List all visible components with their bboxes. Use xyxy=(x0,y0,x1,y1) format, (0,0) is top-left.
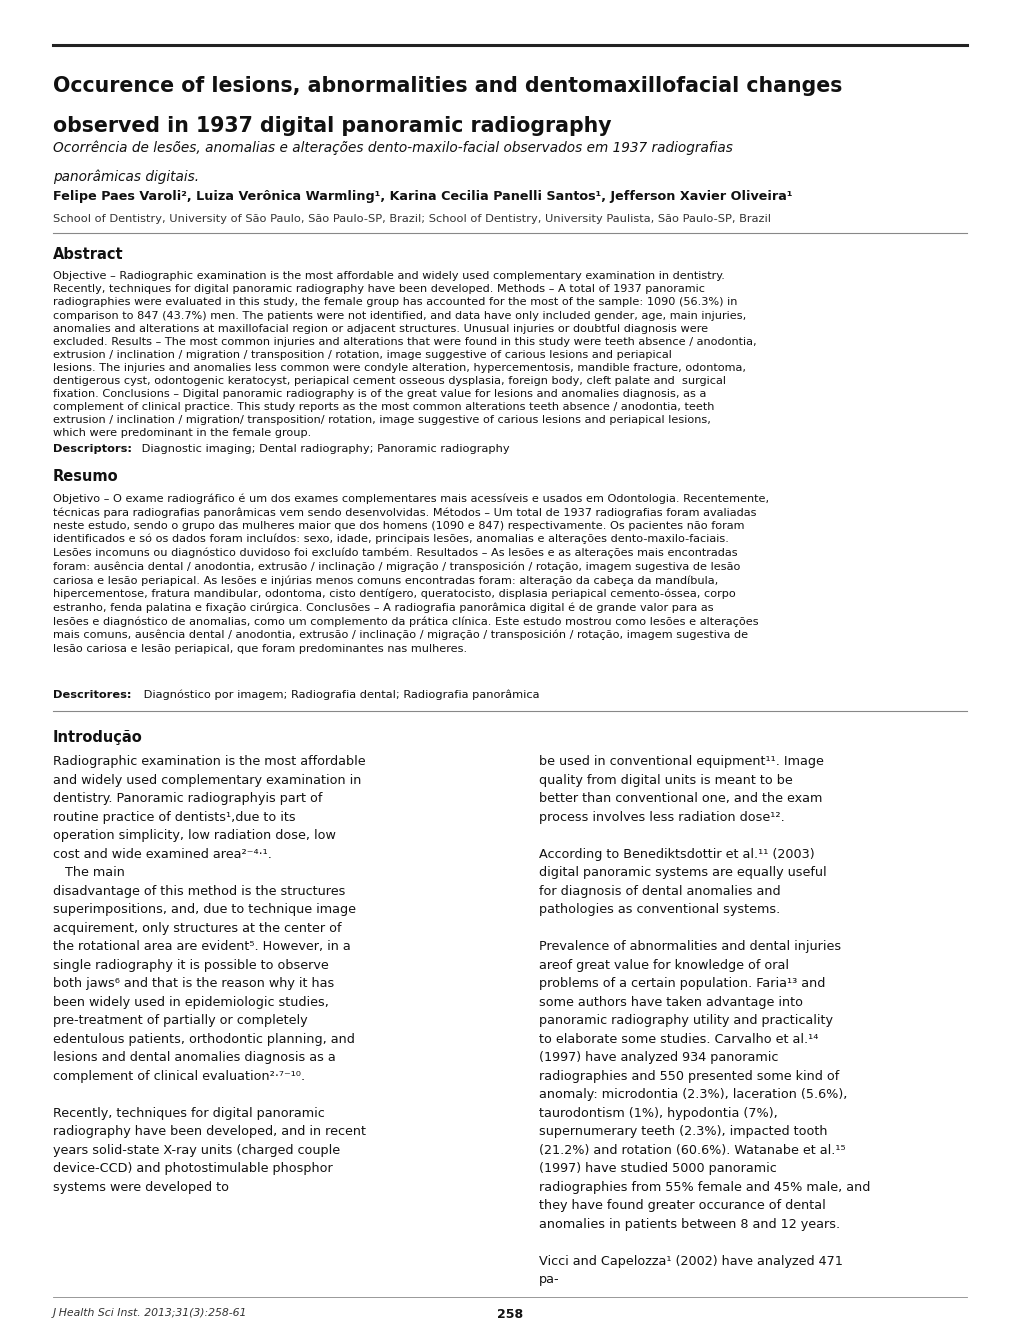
Text: Occurence of lesions, abnormalities and dentomaxillofacial changes: Occurence of lesions, abnormalities and … xyxy=(53,76,842,96)
Text: J Health Sci Inst. 2013;31(3):258-61: J Health Sci Inst. 2013;31(3):258-61 xyxy=(53,1308,248,1317)
Text: 258: 258 xyxy=(496,1308,523,1321)
Text: Resumo: Resumo xyxy=(53,469,118,484)
Text: observed in 1937 digital panoramic radiography: observed in 1937 digital panoramic radio… xyxy=(53,116,611,136)
Text: Descriptors:: Descriptors: xyxy=(53,444,131,453)
Text: Ocorrência de lesões, anomalias e alterações dento-maxilo-facial observados em 1: Ocorrência de lesões, anomalias e altera… xyxy=(53,140,733,155)
Text: Abstract: Abstract xyxy=(53,247,123,262)
Text: Radiographic examination is the most affordable
and widely used complementary ex: Radiographic examination is the most aff… xyxy=(53,755,366,1194)
Text: be used in conventional equipment¹¹. Image
quality from digital units is meant t: be used in conventional equipment¹¹. Ima… xyxy=(538,755,869,1286)
Text: Introdução: Introdução xyxy=(53,730,143,745)
Text: panorâmicas digitais.: panorâmicas digitais. xyxy=(53,170,199,185)
Text: School of Dentistry, University of São Paulo, São Paulo-SP, Brazil; School of De: School of Dentistry, University of São P… xyxy=(53,214,770,223)
Text: Diagnóstico por imagem; Radiografia dental; Radiografia panorâmica: Diagnóstico por imagem; Radiografia dent… xyxy=(140,690,539,701)
Text: Objective – Radiographic examination is the most affordable and widely used comp: Objective – Radiographic examination is … xyxy=(53,271,756,439)
Text: Descritores:: Descritores: xyxy=(53,690,131,699)
Text: Felipe Paes Varoli², Luiza Verônica Warmling¹, Karina Cecilia Panelli Santos¹, J: Felipe Paes Varoli², Luiza Verônica Warm… xyxy=(53,190,792,203)
Text: Diagnostic imaging; Dental radiography; Panoramic radiography: Diagnostic imaging; Dental radiography; … xyxy=(138,444,508,453)
Text: Objetivo – O exame radiográfico é um dos exames complementares mais acessíveis e: Objetivo – O exame radiográfico é um dos… xyxy=(53,493,768,654)
